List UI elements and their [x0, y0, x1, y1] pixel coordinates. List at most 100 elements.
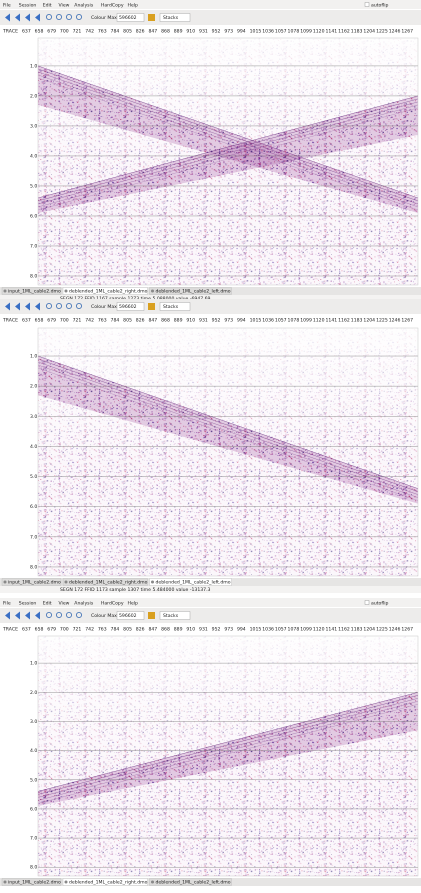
- menu-item[interactable]: Session: [19, 601, 37, 607]
- tab-icon: [151, 289, 154, 293]
- trace-label: 1120: [313, 29, 325, 35]
- trace-label: 679: [47, 318, 56, 324]
- zoom-button[interactable]: [65, 302, 73, 310]
- colour-value: 596602: [119, 304, 137, 310]
- time-label: 4.0: [30, 444, 37, 450]
- tab-icon: [151, 580, 154, 584]
- zoom-button[interactable]: [55, 611, 63, 619]
- time-label: 4.0: [30, 153, 37, 159]
- autoflip-box[interactable]: [364, 600, 370, 605]
- zoom-button[interactable]: [45, 13, 53, 21]
- menu-item[interactable]: Session: [19, 3, 37, 9]
- menu-item[interactable]: HardCopy: [101, 601, 124, 607]
- trace-label: 868: [161, 627, 170, 633]
- nav-button[interactable]: [25, 611, 30, 620]
- trace-label: 826: [136, 318, 145, 324]
- nav-button[interactable]: [35, 611, 40, 620]
- nav-button[interactable]: [5, 13, 10, 22]
- time-label: 3.0: [30, 123, 37, 129]
- tab[interactable]: [62, 878, 148, 886]
- mode-select[interactable]: [159, 611, 191, 620]
- trace-label: 637: [22, 29, 31, 35]
- time-label: 1.0: [30, 354, 37, 360]
- palette-button[interactable]: [148, 612, 155, 619]
- nav-button[interactable]: [15, 13, 20, 22]
- nav-button[interactable]: [5, 302, 10, 311]
- event-line: [37, 95, 419, 199]
- trace-label: 1246: [389, 627, 401, 633]
- autoflip-box[interactable]: [364, 2, 370, 7]
- menu-item[interactable]: File: [3, 3, 11, 9]
- trace-label: 889: [174, 627, 183, 633]
- menu-item[interactable]: Help: [128, 3, 139, 9]
- status-bar: [0, 586, 421, 593]
- colour-input[interactable]: [116, 13, 145, 22]
- nav-button[interactable]: [35, 13, 40, 22]
- toolbar: [0, 608, 421, 623]
- zoom-button[interactable]: [55, 302, 63, 310]
- menu-item[interactable]: HardCopy: [101, 3, 124, 9]
- menu-item[interactable]: Analysis: [74, 601, 94, 607]
- mode-select[interactable]: [159, 13, 191, 22]
- trace-label: 721: [73, 627, 82, 633]
- tab[interactable]: [149, 578, 232, 586]
- trace-label: 889: [174, 318, 183, 324]
- trace-label: 1120: [313, 627, 325, 633]
- trace-label: 784: [111, 318, 120, 324]
- trace-label: 1267: [401, 627, 413, 633]
- menu-item[interactable]: Help: [128, 601, 139, 607]
- palette-button[interactable]: [148, 14, 155, 21]
- trace-label: 910: [186, 29, 195, 35]
- zoom-button[interactable]: [45, 611, 53, 619]
- tab[interactable]: [62, 287, 148, 295]
- trace-label: 700: [60, 318, 69, 324]
- trace-label: 1162: [338, 318, 350, 324]
- trace-label: 1204: [363, 627, 375, 633]
- tab-label: deblended_1ML_cable2_left.dmo: [156, 880, 231, 886]
- tab-icon: [64, 880, 68, 884]
- nav-button[interactable]: [25, 302, 30, 311]
- event-line: [37, 107, 419, 211]
- menu-item[interactable]: Edit: [43, 3, 52, 9]
- nav-button[interactable]: [15, 611, 20, 620]
- menu-item[interactable]: Edit: [43, 601, 52, 607]
- tab[interactable]: [1, 878, 62, 886]
- zoom-button[interactable]: [75, 13, 83, 21]
- event-line: [37, 74, 419, 208]
- seismic-event: [38, 356, 418, 504]
- trace-label: 973: [224, 318, 233, 324]
- tab-label: input_1ML_cable2.dmo: [8, 880, 61, 886]
- zoom-button[interactable]: [75, 611, 83, 619]
- time-label: 6.0: [30, 213, 37, 219]
- tab[interactable]: [149, 287, 232, 295]
- tab[interactable]: [62, 578, 148, 586]
- trace-label: 868: [161, 318, 170, 324]
- zoom-button[interactable]: [65, 13, 73, 21]
- tab[interactable]: [1, 287, 62, 295]
- trace-label: 952: [212, 318, 221, 324]
- time-label: 5.0: [30, 474, 37, 480]
- palette-button[interactable]: [148, 303, 155, 310]
- nav-button[interactable]: [15, 302, 20, 311]
- colour-input[interactable]: [116, 611, 145, 620]
- seismic-event-tint: [38, 95, 418, 213]
- nav-button[interactable]: [25, 13, 30, 22]
- menu-item[interactable]: View: [59, 601, 70, 607]
- nav-button[interactable]: [35, 302, 40, 311]
- trace-label: 700: [60, 627, 69, 633]
- menu-item[interactable]: File: [3, 601, 11, 607]
- tab[interactable]: [1, 578, 62, 586]
- time-label: 4.0: [30, 748, 37, 754]
- tab[interactable]: [149, 878, 232, 886]
- zoom-button[interactable]: [45, 302, 53, 310]
- zoom-button[interactable]: [55, 13, 63, 21]
- image-frame: [37, 37, 419, 286]
- zoom-button[interactable]: [75, 302, 83, 310]
- menu-item[interactable]: Analysis: [74, 3, 94, 9]
- colour-input[interactable]: [116, 302, 145, 311]
- tab-icon: [151, 880, 154, 884]
- mode-select[interactable]: [159, 302, 191, 311]
- nav-button[interactable]: [5, 611, 10, 620]
- zoom-button[interactable]: [65, 611, 73, 619]
- menu-item[interactable]: View: [59, 3, 70, 9]
